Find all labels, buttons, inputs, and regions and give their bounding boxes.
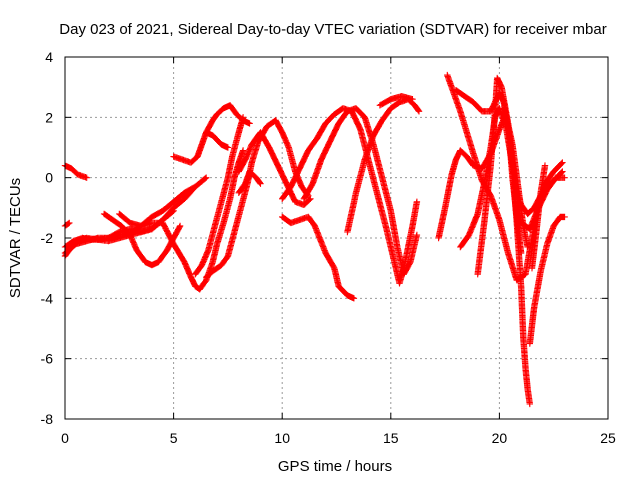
series-arc-2: [61, 219, 73, 230]
series-markers: [61, 219, 73, 230]
series-markers: [474, 74, 525, 278]
series-markers: [279, 213, 358, 302]
series-arc-12: [203, 129, 232, 151]
x-axis-label: GPS time / hours: [278, 458, 392, 475]
series-markers: [100, 210, 184, 269]
y-tick-label: -2: [41, 230, 54, 246]
x-tick-label: 25: [600, 430, 616, 446]
series-arc-10: [192, 114, 247, 278]
series-markers: [376, 93, 416, 109]
series-markers: [203, 129, 232, 151]
series-markers: [235, 168, 264, 196]
chart-title: Day 023 of 2021, Sidereal Day-to-day VTE…: [59, 21, 606, 38]
series-arc-19: [376, 93, 416, 109]
x-tick-label: 5: [170, 430, 178, 446]
x-tick-label: 10: [274, 430, 290, 446]
series-markers: [116, 147, 247, 293]
y-tick-label: 2: [45, 109, 53, 125]
grid: [65, 57, 608, 419]
y-tick-label: -6: [41, 351, 54, 367]
series-arc-8: [116, 147, 247, 293]
x-tick-label: 20: [492, 430, 508, 446]
y-tick-label: -8: [41, 411, 54, 427]
x-tick-label: 15: [383, 430, 399, 446]
series-arc-24: [474, 74, 525, 278]
series-arc-5: [100, 210, 184, 269]
y-tick-label: -4: [41, 290, 54, 306]
x-tick-label: 0: [61, 430, 69, 446]
series-markers: [192, 114, 247, 278]
series-markers: [526, 213, 568, 347]
series-arc-26: [526, 213, 568, 347]
data-series: [61, 71, 568, 408]
series-arc-14: [235, 168, 264, 196]
y-axis-label: SDTVAR / TECUs: [7, 178, 24, 298]
series-markers: [528, 162, 549, 272]
y-tick-label: 0: [45, 170, 53, 186]
series-arc-16: [279, 213, 358, 302]
axis-ticks: 0 5 10 15 20 25 -8 -6 -4 -2 0 2 4: [41, 49, 616, 446]
y-tick-label: 4: [45, 49, 53, 65]
series-arc-27: [528, 162, 549, 272]
